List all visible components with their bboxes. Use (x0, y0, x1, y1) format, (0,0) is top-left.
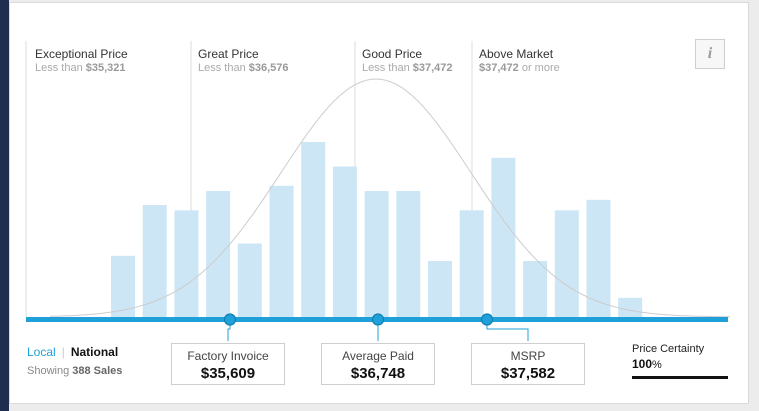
price-certainty-value: 100% (632, 356, 728, 373)
histogram-bar (459, 210, 484, 318)
histogram-bars (111, 142, 643, 318)
threshold-prefix: Less than (198, 62, 249, 74)
tier-threshold: $37,472 or more (479, 61, 560, 75)
tier-good-price: Good Price Less than $37,472 (362, 47, 453, 75)
histogram-bar (428, 261, 452, 317)
bell-curve (49, 78, 731, 318)
tier-above-market: Above Market $37,472 or more (479, 47, 560, 75)
tier-threshold: Less than $37,472 (362, 61, 453, 75)
toggle-local[interactable]: Local (27, 345, 56, 359)
histogram-bar (269, 185, 294, 318)
tier-threshold: Less than $35,321 (35, 61, 128, 75)
tier-title: Good Price (362, 47, 423, 61)
histogram-bar (586, 199, 611, 318)
histogram-bar (618, 297, 643, 318)
price-curve-card: Exceptional Price Less than $35,321 Grea… (9, 2, 749, 404)
certainty-unit: % (652, 359, 662, 371)
tier-exceptional-price: Exceptional Price Less than $35,321 (35, 47, 128, 75)
tier-title: Exceptional Price (35, 47, 128, 61)
threshold-suffix: or more (518, 62, 560, 74)
threshold-price: $35,321 (85, 62, 126, 74)
average-paid-value: $36,748 (350, 365, 406, 382)
average-paid-box: Average Paid $36,748 (321, 343, 435, 385)
threshold-price: $37,472 (479, 62, 519, 74)
price-distribution-chart (25, 41, 731, 341)
histogram-bar (142, 205, 167, 317)
left-accent-bar (0, 0, 9, 411)
average-paid-label: Average Paid (342, 349, 414, 363)
tier-great-price: Great Price Less than $36,576 (198, 47, 289, 75)
factory-invoice-marker (223, 313, 237, 326)
histogram-bar (491, 157, 516, 318)
histogram-bar (364, 191, 389, 317)
toggle-national[interactable]: National (70, 345, 119, 359)
tier-title: Above Market (479, 47, 554, 61)
marker-connector (486, 319, 529, 341)
price-markers (223, 313, 494, 326)
average-paid-marker (371, 313, 385, 326)
tier-threshold: Less than $36,576 (198, 61, 289, 75)
histogram-bar (206, 191, 231, 317)
sales-prefix: Showing (27, 365, 73, 377)
histogram-bar (301, 142, 326, 317)
tier-title: Great Price (198, 47, 259, 61)
histogram-bar (174, 210, 199, 318)
toggle-divider: | (61, 345, 65, 359)
histogram-bar (237, 243, 262, 317)
msrp-box: MSRP $37,582 (471, 343, 585, 385)
factory-invoice-value: $35,609 (200, 365, 256, 382)
histogram-bar (396, 191, 421, 317)
histogram-bar (111, 255, 135, 317)
region-toggle: Local | National (27, 345, 118, 359)
price-certainty-bar (632, 376, 728, 379)
threshold-price: $36,576 (248, 62, 289, 74)
info-icon[interactable]: i (695, 39, 725, 69)
sales-number: 388 Sales (72, 365, 123, 377)
histogram-bar (332, 166, 357, 317)
price-certainty-label: Price Certainty (632, 343, 705, 355)
msrp-value: $37,582 (500, 365, 556, 382)
threshold-price: $37,472 (412, 62, 453, 74)
factory-invoice-box: Factory Invoice $35,609 (171, 343, 285, 385)
histogram-bar (554, 210, 579, 318)
price-certainty: Price Certainty 100% (632, 343, 728, 379)
certainty-number: 100 (632, 357, 653, 371)
sales-count: Showing 388 Sales (27, 365, 122, 377)
threshold-prefix: Less than (362, 62, 413, 74)
histogram-bar (523, 261, 548, 317)
msrp-label: MSRP (510, 349, 546, 363)
msrp-marker (480, 313, 494, 326)
factory-invoice-label: Factory Invoice (187, 349, 269, 363)
threshold-prefix: Less than (35, 62, 86, 74)
